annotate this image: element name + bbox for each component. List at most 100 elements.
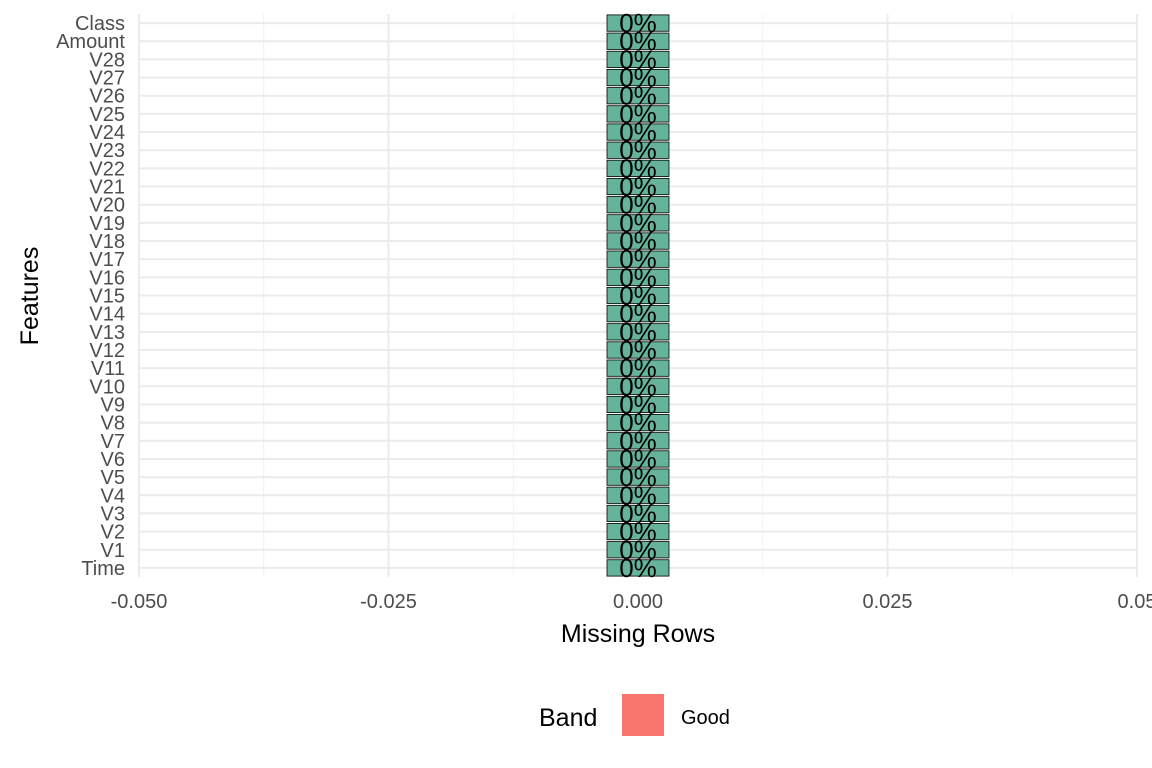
y-tick-label: V24: [89, 122, 125, 144]
y-tick-label: V15: [89, 286, 125, 308]
y-tick-label: V21: [89, 177, 125, 199]
legend-swatch-good: [622, 694, 664, 736]
bar-v10: [606, 377, 670, 395]
bar-labels: 0%0%0%0%0%0%0%0%0%0%0%0%0%0%0%0%0%0%0%0%…: [619, 8, 657, 583]
bar-label: 0%: [619, 498, 657, 528]
legend: Band Good: [539, 694, 730, 736]
legend-title: Band: [539, 704, 597, 732]
y-tick-label: V27: [89, 68, 125, 90]
bar-label: 0%: [619, 262, 657, 292]
bar-v5: [606, 468, 670, 486]
bar-v17: [606, 250, 670, 268]
bar-v4: [606, 486, 670, 504]
y-tick-label: Class: [75, 13, 125, 35]
bar-v13: [606, 323, 670, 341]
y-tick-label: V11: [91, 358, 125, 380]
y-tick-label: V3: [101, 503, 125, 525]
y-tick-label: Time: [81, 558, 125, 580]
x-tick-label: 0.025: [862, 591, 912, 613]
y-tick-label: V10: [89, 376, 125, 398]
bar-label: 0%: [619, 444, 657, 474]
bar-label: 0%: [619, 299, 657, 329]
y-tick-label: V25: [89, 104, 125, 126]
bar-v15: [606, 286, 670, 305]
bar-label: 0%: [619, 99, 657, 129]
bar-v1: [606, 541, 670, 559]
bar-label: 0%: [619, 281, 657, 311]
bar-v2: [606, 523, 670, 541]
bar-v25: [606, 105, 670, 123]
bar-label: 0%: [619, 81, 657, 111]
y-axis-tick-labels: TimeV1V2V3V4V5V6V7V8V9V10V11V12V13V14V15…: [56, 13, 125, 580]
bar-label: 0%: [619, 153, 657, 183]
y-tick-label: V1: [101, 540, 125, 562]
bar-label: 0%: [619, 172, 657, 202]
bar-label: 0%: [619, 244, 657, 274]
y-tick-label: V7: [101, 431, 125, 453]
bar-v18: [606, 232, 670, 250]
y-tick-label: V19: [89, 213, 125, 235]
bar-amount: [606, 32, 670, 50]
bar-label: 0%: [619, 535, 657, 565]
bar-label: 0%: [619, 208, 657, 238]
y-tick-label: V20: [89, 195, 125, 217]
y-tick-label: V22: [89, 158, 125, 180]
bar-v21: [606, 177, 670, 196]
bar-class: [606, 14, 670, 32]
bar-label: 0%: [619, 408, 657, 438]
y-tick-label: V26: [89, 86, 125, 108]
bar-label: 0%: [619, 317, 657, 347]
y-tick-label: V17: [89, 249, 125, 271]
bar-v11: [606, 359, 670, 377]
bar-label: 0%: [619, 44, 657, 74]
bar-label: 0%: [619, 371, 657, 401]
y-tick-label: V6: [101, 449, 125, 471]
bar-label: 0%: [619, 26, 657, 56]
bar-v3: [606, 504, 670, 523]
legend-label-good: Good: [681, 707, 730, 729]
bar-v23: [606, 141, 670, 159]
bar-v27: [606, 68, 670, 87]
bar-label: 0%: [619, 190, 657, 220]
bar-label: 0%: [619, 135, 657, 165]
x-tick-label: -0.025: [360, 591, 417, 613]
x-tick-label: -0.050: [111, 591, 168, 613]
bar-time: [606, 559, 670, 577]
x-axis-tick-labels: -0.050 -0.025 0.000 0.025 0.05: [111, 591, 1152, 613]
bar-label: 0%: [619, 226, 657, 256]
y-tick-label: V18: [89, 231, 125, 253]
bar-label: 0%: [619, 353, 657, 383]
y-tick-label: V9: [101, 394, 125, 416]
y-tick-label: Amount: [56, 31, 125, 53]
bar-label: 0%: [619, 517, 657, 547]
bars: [606, 14, 670, 577]
y-tick-label: V23: [89, 140, 125, 162]
bar-v16: [606, 268, 670, 286]
y-tick-label: V2: [101, 522, 125, 544]
bar-label: 0%: [619, 389, 657, 419]
bar-label: 0%: [619, 462, 657, 492]
x-tick-label: 0.05: [1118, 591, 1152, 613]
y-tick-label: V5: [101, 467, 125, 489]
bar-label: 0%: [619, 480, 657, 510]
bar-v22: [606, 159, 670, 177]
y-tick-label: V12: [89, 340, 125, 362]
bar-v19: [606, 214, 670, 232]
x-tick-label: 0.000: [613, 591, 663, 613]
bar-label: 0%: [619, 8, 657, 38]
bar-v14: [606, 305, 670, 323]
bar-label: 0%: [619, 63, 657, 93]
bar-label: 0%: [619, 117, 657, 147]
bar-v8: [606, 414, 670, 432]
bar-v6: [606, 450, 670, 468]
y-tick-label: V16: [89, 267, 125, 289]
bar-v28: [606, 50, 670, 68]
y-tick-label: V13: [89, 322, 125, 344]
bar-label: 0%: [619, 553, 657, 583]
bar-v12: [606, 341, 670, 359]
y-tick-label: V14: [89, 304, 125, 326]
bar-label: 0%: [619, 426, 657, 456]
bar-v24: [606, 123, 670, 141]
